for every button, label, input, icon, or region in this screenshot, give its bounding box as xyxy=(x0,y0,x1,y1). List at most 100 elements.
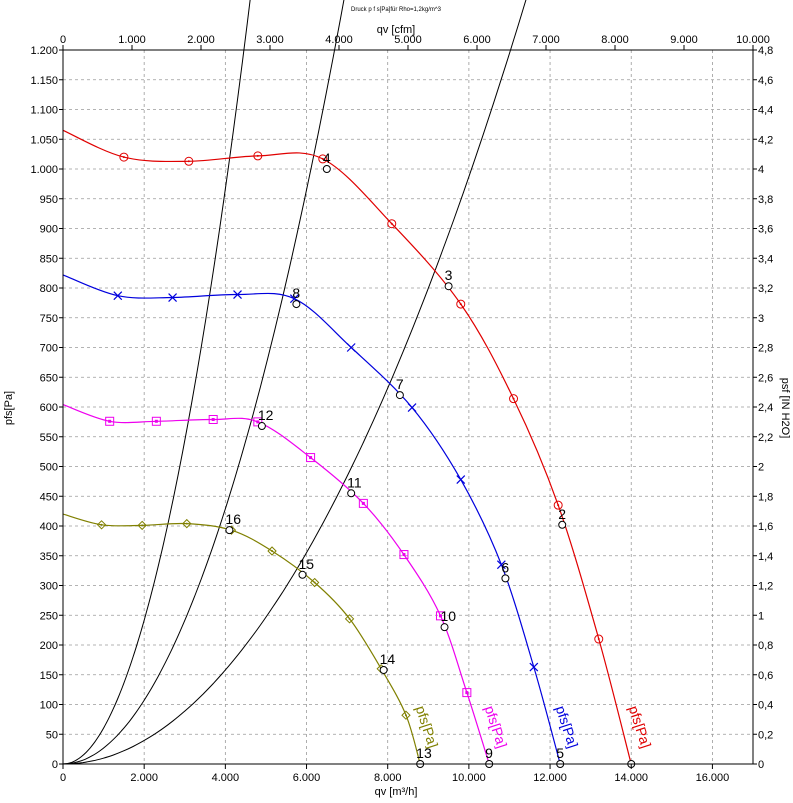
data-point-diamond xyxy=(344,614,355,624)
y-tick-label: 100 xyxy=(40,700,58,712)
y2-tick-label: 1,4 xyxy=(758,551,773,563)
data-point-dot xyxy=(187,160,190,163)
data-point-circle xyxy=(594,634,604,644)
x2-tick-label: 5.000 xyxy=(394,34,422,46)
data-point-circle xyxy=(509,394,519,404)
data-point-circle xyxy=(253,151,263,161)
y-tick-label: 700 xyxy=(40,343,58,355)
data-point-circle xyxy=(184,156,194,166)
curves-layer xyxy=(62,0,632,765)
operating-point-label: 15 xyxy=(298,556,314,572)
y-tick-label: 650 xyxy=(40,372,58,384)
data-point-dot xyxy=(597,638,600,641)
series-label: pfs[Pa] xyxy=(413,704,442,750)
fan-curve-1 xyxy=(62,129,632,765)
y2-tick-label: 4,4 xyxy=(758,105,773,117)
operating-point xyxy=(347,489,356,498)
data-point-square xyxy=(253,417,263,427)
system-curve-1 xyxy=(62,0,251,765)
x-tick-label: 14.000 xyxy=(614,772,648,784)
x-tick-label: 16.000 xyxy=(696,772,730,784)
data-point-circle xyxy=(119,152,129,162)
y-tick-label: 1.150 xyxy=(30,75,58,87)
operating-point xyxy=(257,422,266,431)
y2-tick-label: 4,8 xyxy=(758,45,773,57)
operating-point xyxy=(379,665,388,674)
data-point-diamond-dot xyxy=(404,714,407,717)
y2-tick-label: 4,6 xyxy=(758,75,773,87)
data-point-x xyxy=(346,343,356,352)
data-point-square xyxy=(306,453,316,463)
grid-lines xyxy=(63,49,753,764)
system-curve-3 xyxy=(62,0,527,765)
y2-tick-label: 2,2 xyxy=(758,432,773,444)
operating-point-label: 7 xyxy=(396,376,404,392)
y-tick-label: 300 xyxy=(40,581,58,593)
y-tick-label: 400 xyxy=(40,521,58,533)
operating-point-label: 4 xyxy=(323,150,331,166)
data-point-square xyxy=(105,416,115,426)
data-point-dot xyxy=(256,154,259,157)
operating-point-label: 8 xyxy=(292,285,300,301)
operating-point xyxy=(225,526,234,535)
y2-tick-label: 1,2 xyxy=(758,581,773,593)
operating-point xyxy=(440,623,449,632)
data-point-square xyxy=(208,414,218,424)
x-tick-label: 6.000 xyxy=(293,772,321,784)
y2-tick-label: 3,6 xyxy=(758,224,773,236)
x2-axis-title: qv [cfm] xyxy=(377,24,416,36)
x2-tick-label: 8.000 xyxy=(601,34,629,46)
y-tick-label: 350 xyxy=(40,551,58,563)
y2-tick-label: 0,4 xyxy=(758,700,773,712)
x-tick-label: 4.000 xyxy=(212,772,240,784)
data-point-square xyxy=(435,611,445,621)
y-tick-label: 800 xyxy=(40,283,58,295)
data-point-dot xyxy=(390,222,393,225)
y-tick-label: 750 xyxy=(40,313,58,325)
y2-tick-label: 3,4 xyxy=(758,253,773,265)
data-point-diamond-dot xyxy=(313,581,316,584)
system-curve-2 xyxy=(62,0,345,765)
y2-tick-label: 3,2 xyxy=(758,283,773,295)
series-label: pfs[Pa] xyxy=(553,704,582,750)
data-point-diamond-dot xyxy=(185,522,188,525)
data-point-diamond-dot xyxy=(271,549,274,552)
series-label: pfs[Pa] xyxy=(482,704,511,750)
y2-axis-title: psf [IN H2O] xyxy=(779,378,791,439)
operating-point xyxy=(292,300,301,309)
data-point-diamond xyxy=(309,577,320,588)
operating-point-label: 10 xyxy=(441,608,457,624)
data-point-square xyxy=(399,550,409,560)
data-point-diamond xyxy=(401,710,411,720)
chart-title: Druck p f s[Pa]für Rho=1,2kg/m^3 xyxy=(351,7,442,13)
x-tick-label: 8.000 xyxy=(374,772,402,784)
x2-tick-label: 1.000 xyxy=(118,34,146,46)
data-point-circle xyxy=(456,299,466,309)
series-label: pfs[Pa] xyxy=(626,704,655,750)
operating-point xyxy=(395,391,404,400)
y-tick-label: 450 xyxy=(40,491,58,503)
y2-tick-label: 2,8 xyxy=(758,343,773,355)
y-tick-label: 900 xyxy=(40,224,58,236)
x2-tick-label: 6.000 xyxy=(463,34,491,46)
y-tick-label: 0 xyxy=(52,759,58,771)
data-point-square-inner xyxy=(256,420,260,424)
y2-tick-label: 4,2 xyxy=(758,134,773,146)
fan-curve-2 xyxy=(62,274,561,765)
data-point-diamond xyxy=(267,546,277,556)
operating-point xyxy=(444,282,453,291)
y-tick-label: 1.200 xyxy=(30,45,58,57)
operating-point xyxy=(322,165,331,173)
data-point-square-inner xyxy=(361,501,365,505)
y-tick-label: 50 xyxy=(46,729,58,741)
y2-tick-label: 2 xyxy=(758,462,764,474)
y2-tick-label: 3,8 xyxy=(758,194,773,206)
y2-tick-label: 0 xyxy=(758,759,764,771)
y-tick-label: 500 xyxy=(40,462,58,474)
y-tick-label: 150 xyxy=(40,670,58,682)
data-point-dot xyxy=(459,303,462,306)
y-tick-label: 1.000 xyxy=(30,164,58,176)
fan-curve-3 xyxy=(62,404,490,765)
y-tick-label: 200 xyxy=(40,640,58,652)
